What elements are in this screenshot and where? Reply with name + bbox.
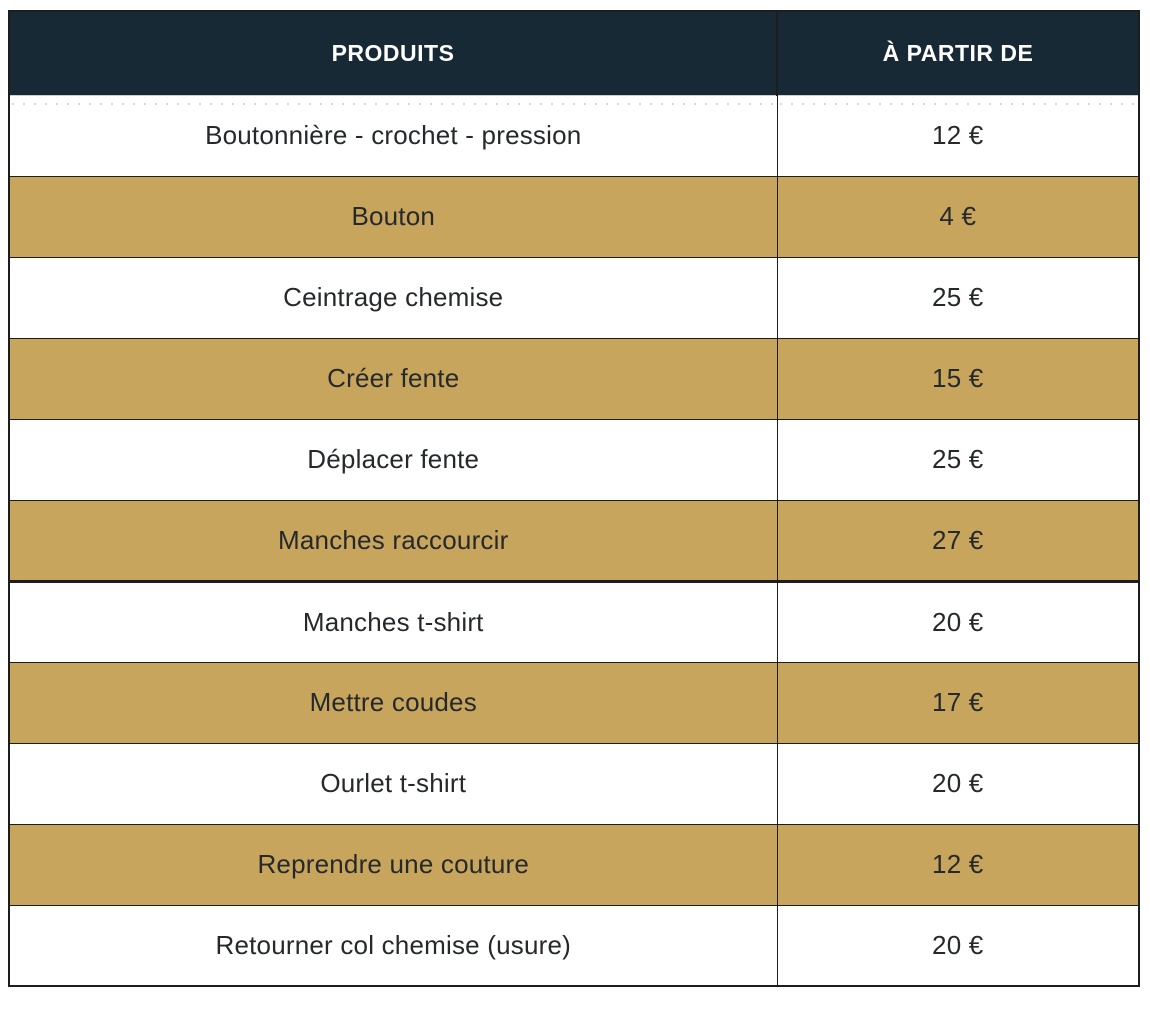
table-row: Manches raccourcir 27 € [8,499,1140,583]
table-row: Ceintrage chemise 25 € [8,256,1140,339]
table-row: Retourner col chemise (usure) 20 € [8,904,1140,987]
product-cell: Déplacer fente [8,418,778,501]
price-cell: 25 € [776,256,1140,339]
table-row: Manches t-shirt 20 € [8,580,1140,663]
table-row: Reprendre une couture 12 € [8,823,1140,906]
price-cell: 27 € [776,499,1140,583]
price-cell: 17 € [776,661,1140,744]
column-header-produits: PRODUITS [8,10,778,96]
table-row: Bouton 4 € [8,175,1140,258]
table-row: Boutonnière - crochet - pression 12 € [8,94,1140,177]
product-cell: Mettre coudes [8,661,778,744]
price-table: PRODUITS À PARTIR DE Boutonnière - croch… [8,10,1140,987]
header-row: PRODUITS À PARTIR DE [8,10,1140,96]
product-cell: Manches t-shirt [8,580,778,663]
product-cell: Ceintrage chemise [8,256,778,339]
table-row: Ourlet t-shirt 20 € [8,742,1140,825]
product-cell: Reprendre une couture [8,823,778,906]
price-cell: 12 € [776,823,1140,906]
table-row: Créer fente 15 € [8,337,1140,420]
table-row: Mettre coudes 17 € [8,661,1140,744]
product-cell: Retourner col chemise (usure) [8,904,778,987]
product-cell: Ourlet t-shirt [8,742,778,825]
price-cell: 20 € [776,742,1140,825]
product-cell: Bouton [8,175,778,258]
price-cell: 20 € [776,904,1140,987]
column-header-a-partir-de: À PARTIR DE [776,10,1140,96]
product-cell: Boutonnière - crochet - pression [8,94,778,177]
table-row: Déplacer fente 25 € [8,418,1140,501]
price-cell: 15 € [776,337,1140,420]
price-cell: 25 € [776,418,1140,501]
product-cell: Manches raccourcir [8,499,778,583]
product-cell: Créer fente [8,337,778,420]
price-cell: 12 € [776,94,1140,177]
price-cell: 20 € [776,580,1140,663]
price-cell: 4 € [776,175,1140,258]
